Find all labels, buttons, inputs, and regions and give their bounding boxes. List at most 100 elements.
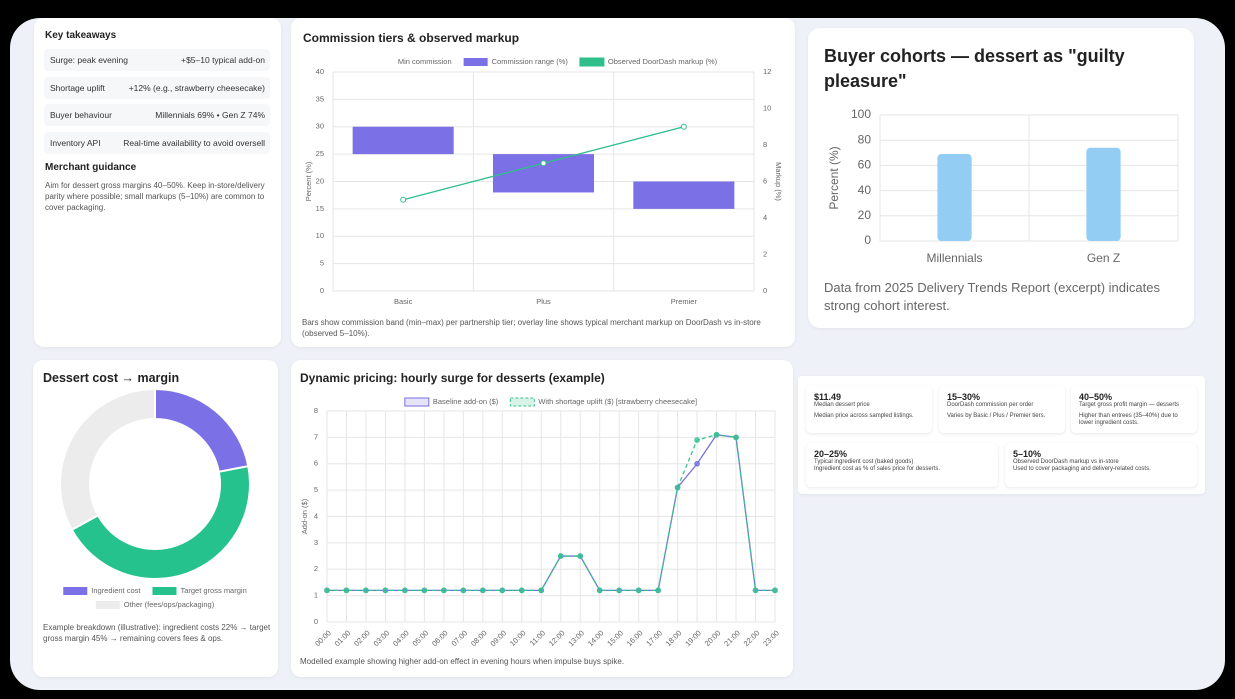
x-tick-label: 17:00: [644, 628, 664, 648]
legend-label: Other (fees/ops/packaging): [124, 600, 215, 609]
x-tick-label: Plus: [536, 297, 551, 306]
takeaway-label: Buyer behaviour: [50, 110, 112, 120]
point: [402, 587, 408, 594]
axis-label: Markup (%): [774, 162, 783, 201]
y-tick-label: 4: [763, 213, 767, 222]
x-tick-label: Gen Z: [1087, 251, 1120, 265]
point: [752, 587, 759, 594]
x-tick-label: 16:00: [625, 628, 645, 648]
y-tick-label: 4: [314, 511, 318, 520]
axis-label: Percent (%): [827, 146, 841, 209]
kpi-value: 5–10%: [1013, 449, 1042, 459]
kpi-value: 15–30%: [947, 392, 981, 402]
y-tick-label: 80: [858, 132, 872, 146]
legend-swatch: [370, 58, 394, 66]
point: [674, 484, 681, 491]
legend-item: Baseline add-on ($): [404, 397, 499, 407]
legend-swatch: [463, 58, 488, 66]
chart-caption: Modelled example showing higher add-on e…: [300, 657, 625, 666]
y-tick-label: 6: [763, 176, 767, 185]
point: [713, 431, 720, 438]
legend-swatch: [95, 601, 120, 609]
legend-item: Observed DoorDash markup (%): [579, 57, 718, 67]
doughnut-segment: [59, 387, 156, 532]
x-tick-label: 06:00: [430, 628, 450, 648]
x-tick-label: 07:00: [450, 628, 470, 648]
y-tick-label: 20: [858, 208, 872, 222]
legend-swatch: [63, 587, 88, 595]
cohorts-chart: 0 20 40 60 80 100 Millennials Gen Z Percent (%): [827, 107, 1179, 265]
legend-label: Ingredient cost: [91, 586, 141, 595]
y-tick-label: 10: [316, 231, 324, 240]
x-tick-label: 20:00: [703, 628, 723, 648]
x-tick-label: 09:00: [488, 628, 508, 648]
takeaways-title: Key takeaways: [45, 30, 117, 41]
y-tick-label: 0: [864, 233, 871, 247]
y-tick-label: 5: [320, 259, 324, 268]
margin-chart: Ingredient cost Target gross margin Other …: [59, 387, 251, 609]
margin-card: Dessert cost → margin Ingredient cost Tar…: [33, 360, 278, 677]
point: [694, 460, 700, 467]
x-tick-label: Premier: [671, 297, 698, 306]
y-tick-label: 8: [763, 140, 767, 149]
bar: [633, 181, 735, 209]
takeaway-row: Inventory API Real-time availability to a…: [44, 131, 270, 154]
legend-item: Commission range (%): [463, 57, 569, 66]
point: [421, 587, 428, 594]
axis-label: Percent (%): [304, 161, 313, 201]
commission-chart: 0 5 10 15 20 25 30 35 40 0 2 4 6 8 10 12 Basic Plus Premie…: [304, 57, 783, 306]
x-tick-label: Millennials: [926, 251, 982, 265]
y-tick-label: 2: [314, 564, 318, 573]
x-tick-label: 02:00: [352, 628, 372, 648]
y-tick-label: 10: [763, 103, 771, 112]
y-tick-label: 25: [316, 149, 324, 158]
legend-swatch: [404, 397, 430, 407]
chart-title: Buyer cohorts — dessert as "guilty pleas…: [824, 46, 1125, 91]
x-tick-label: 10:00: [508, 628, 528, 648]
legend-label: Baseline add-on ($): [433, 397, 499, 406]
commission-card: Commission tiers & observed markup 0 5 10 1…: [291, 18, 795, 347]
y-tick-label: 40: [858, 183, 872, 197]
point: [680, 123, 687, 130]
x-tick-label: 03:00: [372, 628, 392, 648]
chart-caption: Bars show commission band (min–max) per …: [302, 318, 761, 338]
takeaway-label: Shortage uplift: [50, 82, 105, 93]
point: [343, 587, 350, 594]
x-tick-label: 18:00: [664, 628, 684, 648]
takeaway-label: Inventory API: [50, 137, 101, 148]
y-tick-label: 7: [314, 432, 318, 441]
x-tick-label: 22:00: [742, 628, 762, 648]
takeaway-value: Millennials 69% • Gen Z 74%: [155, 110, 265, 120]
kpi-note: Median price across sampled listings.: [814, 413, 914, 419]
kpi-value: 40–50%: [1079, 392, 1113, 402]
legend-swatch: [509, 397, 535, 407]
point: [772, 587, 778, 594]
y-tick-label: 0: [314, 617, 318, 626]
kpi-label: DoorDash commission per order: [947, 402, 1034, 408]
takeaway-row: Buyer behaviour Millennials 69% • Gen Z 7…: [44, 104, 270, 126]
y-tick-label: 60: [858, 158, 872, 172]
bar: [352, 126, 454, 155]
kpi-card: $11.49 Median dessert price Median price a…: [806, 386, 932, 433]
chart-caption: Data from 2025 Delivery Trends Report (e…: [824, 280, 1160, 313]
x-tick-label: 08:00: [469, 628, 489, 648]
point: [694, 437, 700, 443]
point: [363, 587, 369, 594]
kpi-card: 20–25% Typical ingredient cost (baked goo…: [806, 443, 998, 487]
y-tick-label: 35: [316, 94, 324, 103]
y-tick-label: 8: [314, 406, 318, 415]
point: [382, 587, 389, 594]
takeaway-row: Shortage uplift +12% (e.g., strawberry ch…: [44, 76, 270, 99]
cohorts-card: Buyer cohorts — dessert as "guilty pleas…: [808, 28, 1194, 328]
takeaway-value: +$5–10 typical add-on: [181, 55, 265, 65]
kpi-panel: $11.49 Median dessert price Median price a…: [798, 376, 1205, 494]
y-tick-label: 2: [763, 249, 767, 258]
legend-swatch: [152, 587, 177, 595]
y-tick-label: 100: [851, 107, 871, 121]
x-tick-label: 14:00: [586, 628, 606, 648]
legend-label: Commission range (%): [492, 57, 569, 66]
y-tick-label: 0: [763, 286, 767, 295]
point: [616, 587, 622, 594]
